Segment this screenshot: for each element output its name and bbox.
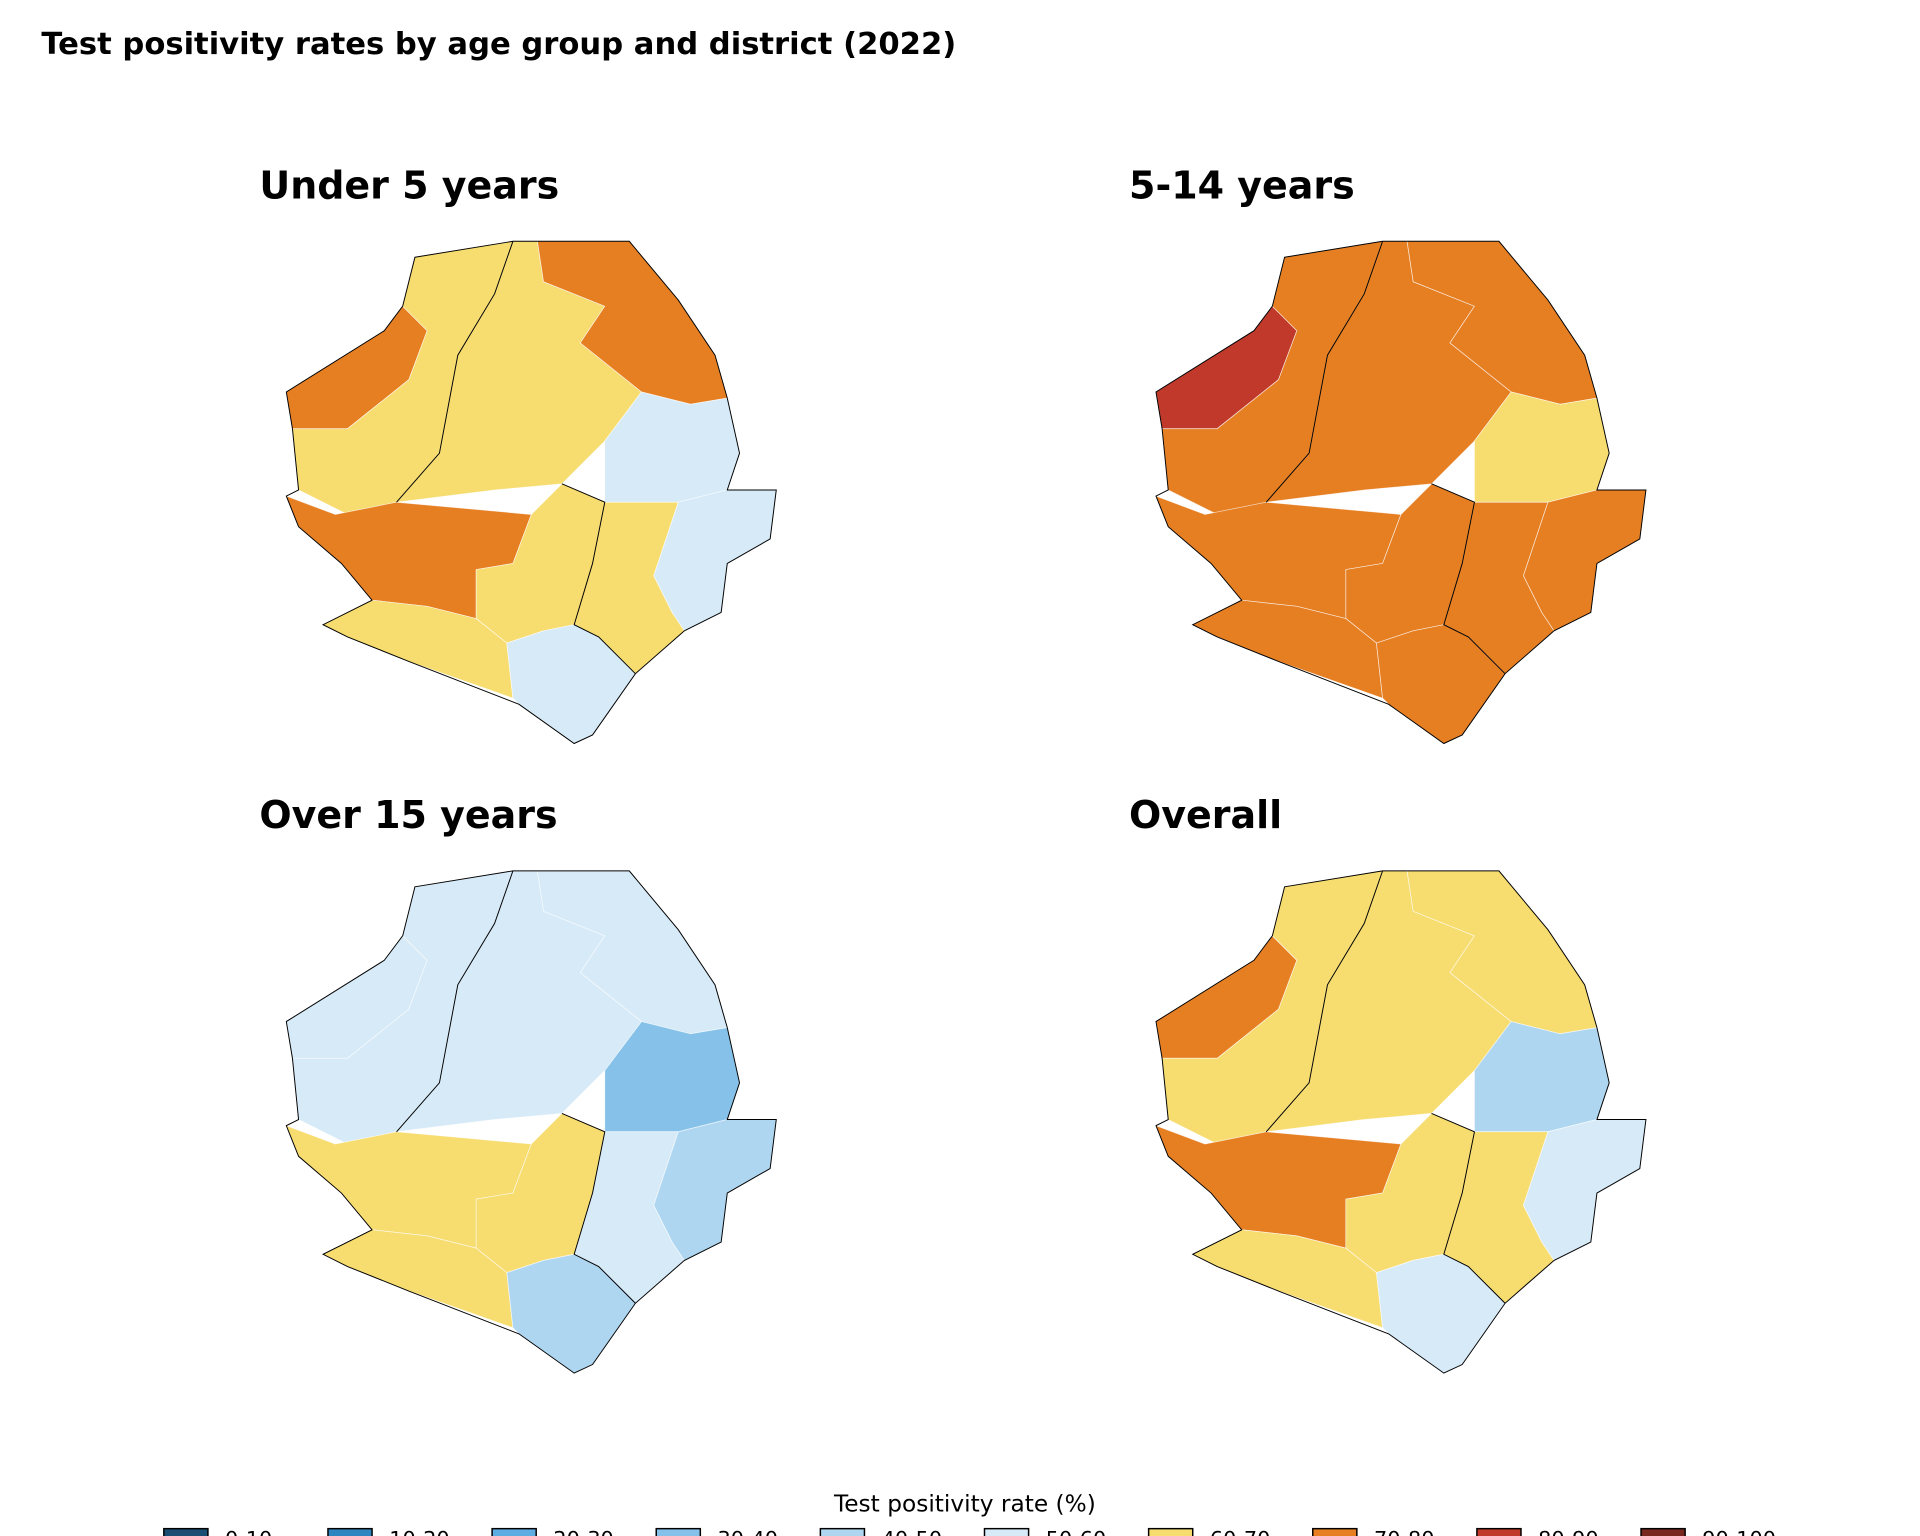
country-border bbox=[1155, 870, 1647, 1374]
legend-swatch bbox=[327, 1527, 373, 1536]
legend-label: 60-70 bbox=[1210, 1527, 1270, 1536]
legend-label: 30-40 bbox=[717, 1527, 777, 1536]
legend-label: 80-90 bbox=[1538, 1527, 1598, 1536]
legend-swatch bbox=[983, 1527, 1030, 1536]
province-border bbox=[396, 870, 514, 1133]
legend-swatch bbox=[1476, 1527, 1522, 1536]
panel-map bbox=[1155, 870, 1647, 1374]
panel-title: Over 15 years bbox=[259, 793, 557, 837]
legend-label: 40-50 bbox=[882, 1527, 942, 1536]
province-border bbox=[561, 483, 636, 675]
country-border bbox=[285, 240, 777, 745]
legend-swatch bbox=[1312, 1527, 1358, 1536]
legend-label: 0-10 bbox=[225, 1527, 272, 1536]
panel-map bbox=[1155, 240, 1647, 745]
panel-title: Under 5 years bbox=[259, 163, 559, 207]
panel-map bbox=[285, 870, 777, 1374]
province-border bbox=[561, 1112, 636, 1304]
legend-label: 50-60 bbox=[1046, 1527, 1106, 1536]
panel-map bbox=[285, 240, 777, 745]
legend-label: 20-30 bbox=[553, 1527, 613, 1536]
legend-swatch bbox=[819, 1527, 866, 1536]
panel-title: 5-14 years bbox=[1129, 163, 1355, 207]
province-border bbox=[396, 241, 514, 503]
legend-swatch bbox=[1147, 1527, 1194, 1536]
country-border bbox=[1155, 240, 1647, 745]
province-border bbox=[1431, 483, 1506, 675]
province-border bbox=[1431, 1112, 1506, 1304]
legend-label: 10-20 bbox=[389, 1527, 449, 1536]
legend-title: Test positivity rate (%) bbox=[833, 1491, 1096, 1518]
figure-title: Test positivity rates by age group and d… bbox=[41, 27, 956, 62]
legend-swatch bbox=[491, 1527, 537, 1536]
legend-swatch bbox=[1640, 1527, 1686, 1536]
province-border bbox=[1265, 870, 1384, 1133]
legend-swatch bbox=[655, 1527, 702, 1536]
legend-swatch bbox=[163, 1527, 209, 1536]
country-border bbox=[285, 870, 777, 1374]
panel-title: Overall bbox=[1129, 793, 1282, 837]
legend-label: 70-80 bbox=[1374, 1527, 1434, 1536]
legend-label: 90-100 bbox=[1702, 1527, 1776, 1536]
province-border bbox=[1265, 241, 1384, 503]
